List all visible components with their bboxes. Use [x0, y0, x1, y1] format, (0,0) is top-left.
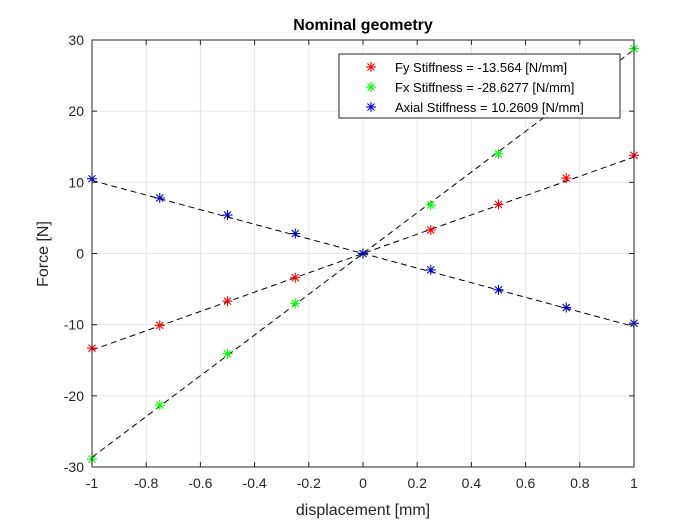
x-tick-label: 0 — [359, 475, 367, 491]
x-tick-label: 1 — [630, 475, 638, 491]
legend: Fy Stiffness = -13.564 [N/mm] Fx Stiffnes… — [338, 53, 621, 119]
legend-label: Axial Stiffness = 10.2609 [N/mm] — [395, 100, 584, 115]
y-tick-label: 30 — [68, 32, 84, 48]
data-point — [290, 272, 301, 283]
x-tick-labels: -1 -0.8 -0.6 -0.4 -0.2 0 0.2 0.4 0.6 0.8 1 — [86, 475, 638, 491]
fit-line — [91, 156, 635, 351]
data-point — [154, 192, 165, 203]
data-point — [561, 173, 572, 184]
y-axis-label: Force [N] — [35, 221, 52, 287]
data-point — [154, 320, 165, 331]
x-tick-label: 0.8 — [570, 475, 590, 491]
y-tick-label: 0 — [76, 246, 84, 262]
legend-marker — [366, 102, 376, 112]
legend-box — [338, 53, 621, 119]
y-tick-label: -10 — [64, 317, 84, 333]
data-point — [425, 264, 436, 275]
data-point — [425, 225, 436, 236]
data-point — [290, 298, 301, 309]
y-tick-label: 20 — [68, 103, 84, 119]
legend-marker — [366, 82, 376, 92]
data-point — [493, 199, 504, 210]
data-point — [493, 284, 504, 295]
x-tick-label: 0.6 — [516, 475, 536, 491]
y-tick-label: -30 — [64, 459, 84, 475]
data-point — [561, 302, 572, 313]
data-point — [222, 210, 233, 221]
data-point — [425, 200, 436, 211]
y-tick-label: -20 — [64, 388, 84, 404]
x-tick-label: -0.8 — [134, 475, 158, 491]
x-axis-label: displacement [mm] — [296, 502, 430, 519]
legend-label: Fx Stiffness = -28.6277 [N/mm] — [395, 80, 574, 95]
y-tick-label: 10 — [68, 174, 84, 190]
chart-title: Nominal geometry — [293, 17, 433, 34]
data-point — [222, 348, 233, 359]
y-tick-labels: -30 -20 -10 0 10 20 30 — [64, 32, 84, 475]
data-point — [222, 296, 233, 307]
axis-ticks — [91, 39, 635, 468]
x-tick-label: 0.2 — [407, 475, 427, 491]
legend-label: Fy Stiffness = -13.564 [N/mm] — [395, 60, 567, 75]
data-point — [493, 148, 504, 159]
x-tick-label: 0.4 — [462, 475, 482, 491]
data-point — [154, 400, 165, 411]
x-tick-label: -0.4 — [243, 475, 267, 491]
data-point — [358, 248, 368, 259]
x-tick-label: -0.6 — [188, 475, 212, 491]
data-point — [290, 228, 301, 239]
x-tick-label: -1 — [86, 475, 99, 491]
x-tick-label: -0.2 — [297, 475, 321, 491]
legend-marker — [366, 62, 376, 72]
